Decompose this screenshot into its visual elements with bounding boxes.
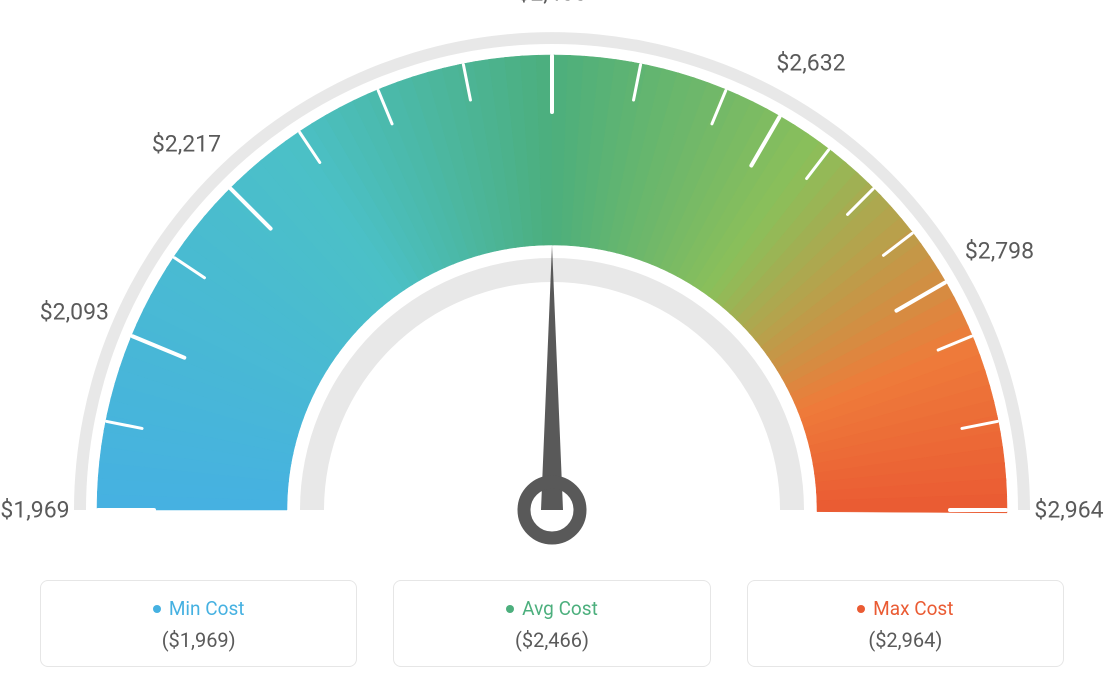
legend-title-text: Min Cost	[169, 597, 245, 620]
gauge-scale-label: $1,969	[0, 497, 69, 524]
legend-value-avg: ($2,466)	[394, 628, 709, 652]
dot-icon	[506, 605, 514, 613]
gauge-scale-label: $2,093	[40, 299, 109, 326]
legend-title-avg: Avg Cost	[394, 597, 709, 620]
gauge-scale-label: $2,964	[1034, 497, 1103, 524]
dot-icon	[153, 605, 161, 613]
dot-icon	[857, 605, 865, 613]
legend-row: Min Cost ($1,969) Avg Cost ($2,466) Max …	[0, 580, 1104, 667]
gauge-chart: $1,969$2,093$2,217$2,466$2,632$2,798$2,9…	[0, 10, 1104, 570]
legend-value-min: ($1,969)	[41, 628, 356, 652]
legend-card-avg: Avg Cost ($2,466)	[393, 580, 710, 667]
gauge-svg	[0, 10, 1104, 570]
gauge-scale-label: $2,466	[517, 0, 586, 7]
gauge-scale-label: $2,217	[152, 131, 221, 158]
legend-card-min: Min Cost ($1,969)	[40, 580, 357, 667]
gauge-needle	[541, 245, 563, 510]
legend-title-text: Avg Cost	[522, 597, 598, 620]
legend-value-max: ($2,964)	[748, 628, 1063, 652]
legend-title-max: Max Cost	[748, 597, 1063, 620]
legend-title-text: Max Cost	[873, 597, 953, 620]
legend-title-min: Min Cost	[41, 597, 356, 620]
legend-card-max: Max Cost ($2,964)	[747, 580, 1064, 667]
gauge-scale-label: $2,632	[776, 49, 845, 76]
gauge-scale-label: $2,798	[965, 238, 1034, 265]
